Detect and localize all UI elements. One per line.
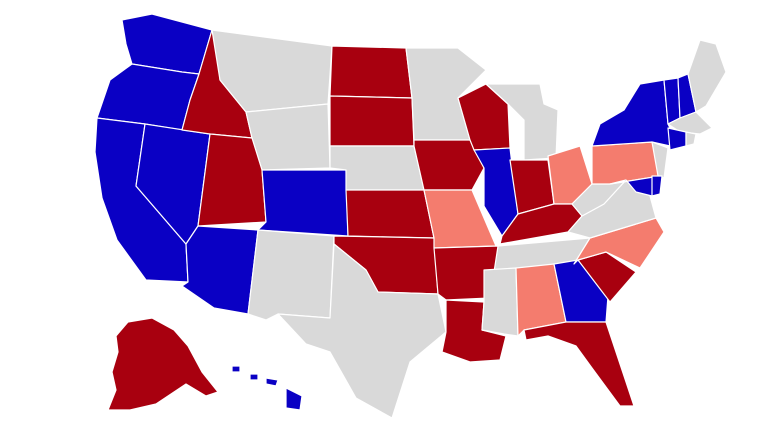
state-wy[interactable] [245, 103, 331, 171]
state-nd[interactable] [329, 45, 413, 99]
state-tx[interactable] [277, 243, 447, 419]
state-ny[interactable] [591, 79, 677, 147]
state-nj[interactable] [651, 141, 669, 179]
state-ga[interactable] [553, 259, 609, 323]
state-az[interactable] [181, 225, 259, 315]
state-ct[interactable] [667, 127, 687, 151]
state-co[interactable] [257, 169, 349, 237]
state-ak[interactable] [107, 317, 219, 411]
state-ks[interactable] [345, 189, 435, 239]
state-me[interactable] [687, 39, 727, 113]
state-ri[interactable] [685, 131, 697, 147]
state-nm[interactable] [247, 229, 335, 321]
state-hi[interactable] [231, 365, 303, 411]
state-fl[interactable] [523, 321, 635, 407]
state-ar[interactable] [433, 245, 499, 301]
state-sd[interactable] [329, 95, 415, 147]
state-de[interactable] [651, 175, 663, 197]
state-ms[interactable] [481, 267, 519, 337]
